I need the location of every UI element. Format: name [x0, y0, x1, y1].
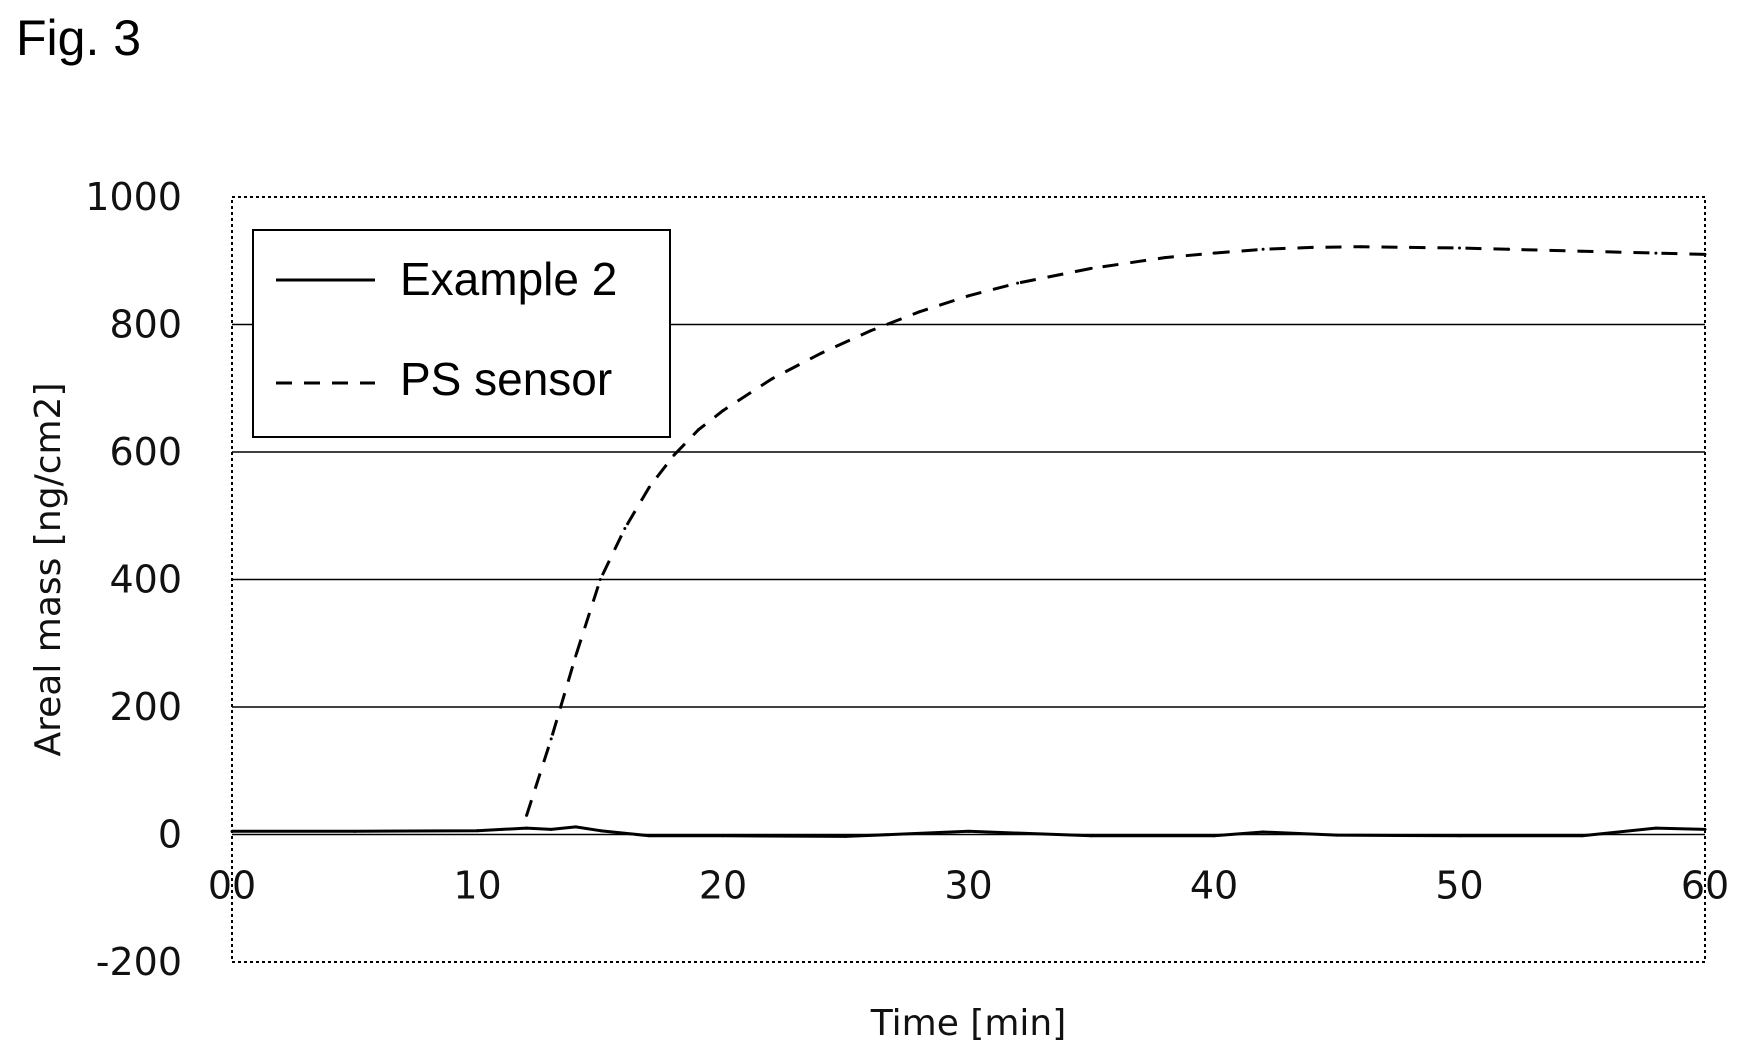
data-point: [549, 827, 553, 831]
x-axis-tick-labels: 00 10 20 30 40 50 60: [208, 864, 1729, 908]
data-point: [1212, 834, 1216, 838]
data-point: [647, 485, 651, 489]
x-tick-label: 30: [944, 864, 992, 908]
data-point: [353, 829, 357, 833]
data-point: [1310, 245, 1314, 249]
data-point: [1261, 247, 1265, 251]
data-point: [598, 578, 602, 581]
data-point: [672, 453, 676, 457]
data-point: [574, 825, 578, 829]
y-tick-label: 600: [109, 430, 182, 474]
data-point: [549, 737, 553, 741]
series-layer: [230, 245, 1707, 838]
y-tick-label: -200: [96, 940, 182, 984]
y-tick-label: 1000: [85, 175, 182, 219]
y-axis-tick-labels: -200 0 200 400 600 800 1000: [85, 175, 182, 984]
data-point: [525, 813, 529, 817]
data-point: [623, 527, 627, 530]
data-point: [1654, 826, 1658, 830]
data-point: [1335, 833, 1339, 837]
y-tick-label: 200: [109, 685, 182, 729]
x-tick-label: 10: [453, 864, 501, 908]
x-tick-label: 40: [1190, 864, 1238, 908]
plot-area-border: [231, 196, 1706, 963]
x-tick-label: 60: [1681, 864, 1729, 908]
data-point: [1580, 249, 1584, 253]
data-point: [598, 829, 602, 833]
data-point: [1261, 830, 1265, 834]
y-tick-label: 0: [158, 813, 182, 857]
data-point: [1089, 834, 1093, 838]
data-point: [967, 294, 970, 298]
data-point: [868, 329, 872, 333]
data-point: [1580, 834, 1584, 838]
data-point: [844, 834, 848, 838]
data-point: [574, 654, 578, 658]
data-point: [721, 409, 725, 413]
data-point: [476, 829, 479, 833]
data-point: [1458, 246, 1461, 250]
data-point: [1016, 281, 1020, 285]
x-axis-title: Time [min]: [870, 1003, 1067, 1044]
series-line-example-2: [232, 825, 1706, 838]
legend-label-example-2: Example 2: [400, 253, 617, 305]
data-point: [721, 834, 725, 838]
x-tick-label: 00: [208, 864, 256, 908]
data-point: [1654, 251, 1658, 255]
data-point: [230, 829, 234, 833]
data-point: [525, 826, 529, 830]
figure-label: Fig. 3: [16, 10, 142, 66]
data-point: [967, 829, 970, 833]
data-point: [819, 351, 823, 355]
data-point: [1703, 827, 1707, 831]
y-tick-label: 400: [109, 558, 182, 602]
data-point: [696, 428, 700, 432]
data-point: [1359, 245, 1363, 249]
data-point: [1163, 256, 1167, 260]
x-tick-label: 50: [1435, 864, 1483, 908]
data-point: [1703, 252, 1707, 256]
series-line-ps-sensor: [525, 245, 1706, 816]
data-point: [500, 827, 504, 831]
legend-label-ps-sensor: PS sensor: [400, 353, 612, 405]
y-axis-title: Areal mass [ng/cm2]: [28, 382, 69, 756]
data-point: [770, 377, 774, 381]
legend: Example 2 PS sensor: [252, 229, 671, 438]
legend-box: [252, 229, 671, 438]
data-point: [1212, 251, 1216, 255]
data-point: [1507, 247, 1511, 251]
data-point: [1408, 245, 1412, 249]
data-point: [647, 834, 651, 838]
x-tick-label: 20: [699, 864, 747, 908]
y-tick-label: 800: [109, 303, 182, 347]
data-point: [1089, 266, 1093, 270]
data-point: [1458, 834, 1461, 838]
data-point: [917, 310, 921, 314]
